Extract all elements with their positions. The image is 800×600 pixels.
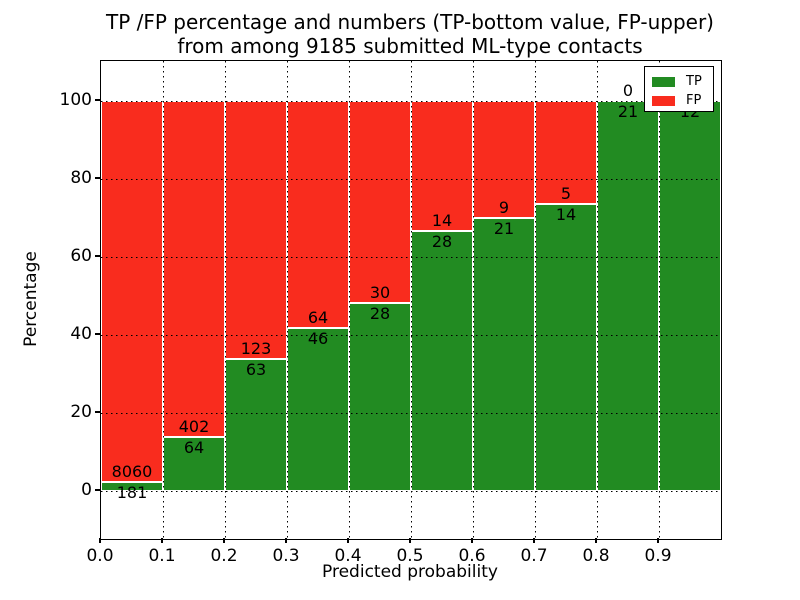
tp-count-label: 14 [555, 204, 577, 224]
x-gridline [658, 61, 660, 539]
tp-count-label: 181 [116, 483, 148, 503]
tp-count-label: 46 [307, 328, 329, 348]
fp-count-label: 402 [178, 417, 210, 437]
legend-label-fp: FP [686, 93, 702, 108]
chart-title: TP /FP percentage and numbers (TP-bottom… [100, 10, 720, 58]
y-tick-label: 100 [59, 90, 92, 110]
bar-segment-tp [473, 218, 535, 491]
bar-segment-tp [287, 327, 349, 491]
fp-count-label: 5 [560, 183, 572, 203]
x-gridline [348, 61, 350, 539]
bar-segment-fp [163, 101, 225, 438]
legend-label-tp: TP [686, 74, 702, 89]
fp-count-label: 123 [240, 338, 272, 358]
x-gridline [224, 61, 226, 539]
x-gridline [286, 61, 288, 539]
fp-count-label: 9 [498, 198, 510, 217]
x-axis-label: Predicted probability [322, 562, 498, 582]
y-axis-label: Percentage [21, 251, 41, 347]
y-tick-label: 60 [70, 246, 92, 266]
x-gridline [410, 61, 412, 539]
y-tick-label: 0 [81, 480, 92, 500]
bar-segment-tp [535, 203, 597, 491]
y-tick-label: 80 [70, 168, 92, 188]
tp-count-label: 28 [369, 303, 391, 323]
tp-count-label: 21 [493, 219, 515, 238]
x-gridline [596, 61, 598, 539]
bar-segment-fp [225, 101, 287, 359]
chart-title-line2: from among 9185 submitted ML-type contac… [177, 34, 643, 58]
legend-swatch-fp-icon [652, 95, 675, 106]
x-gridline [534, 61, 536, 539]
x-gridline [472, 61, 474, 539]
plot-area: 8060181402641236364463028142892151402101… [100, 60, 722, 540]
x-gridline [162, 61, 164, 539]
bar-segment-tp [597, 101, 659, 491]
bar-segment-fp [349, 101, 411, 303]
tp-count-label: 64 [183, 438, 205, 458]
bar-segment-tp [225, 358, 287, 491]
bar-segment-tp [659, 101, 721, 491]
legend-entry-fp: FP [652, 91, 713, 110]
legend: TP FP [644, 66, 714, 112]
bar-segment-fp [535, 101, 597, 204]
bar-segment-tp [411, 231, 473, 491]
y-tick-label: 40 [70, 324, 92, 344]
fp-count-label: 8060 [111, 462, 153, 482]
fp-count-label: 0 [622, 81, 634, 100]
chart-title-line1: TP /FP percentage and numbers (TP-bottom… [106, 10, 714, 34]
fp-count-label: 14 [431, 211, 453, 230]
tp-count-label: 21 [617, 102, 639, 121]
bar-segment-tp [349, 302, 411, 491]
tp-count-label: 28 [431, 232, 453, 251]
legend-entry-tp: TP [652, 72, 713, 91]
fp-count-label: 64 [307, 307, 329, 327]
legend-swatch-tp-icon [652, 76, 675, 87]
bar-segment-fp [287, 101, 349, 328]
y-tick-label: 20 [70, 402, 92, 422]
bar-segment-fp [101, 101, 163, 483]
fp-count-label: 30 [369, 282, 391, 302]
tp-count-label: 63 [245, 359, 267, 379]
